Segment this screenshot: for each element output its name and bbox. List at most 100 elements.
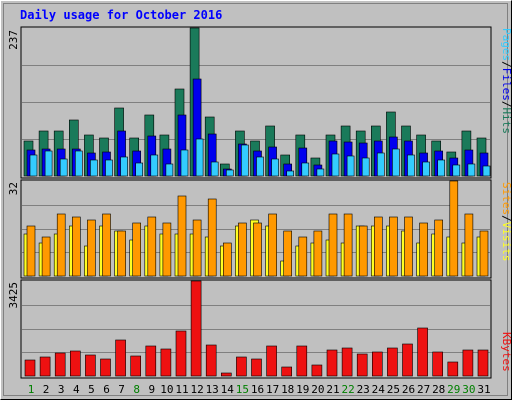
- bar-sites-day-13: [207, 198, 217, 277]
- bar-pages-day-30: [467, 163, 476, 177]
- x-label-day-14: 14: [221, 383, 235, 396]
- bar-kbytes-day-17: [266, 345, 277, 377]
- x-label-day-24: 24: [372, 383, 386, 396]
- bar-sites-day-18: [283, 230, 293, 277]
- legend-pages: Pages: [500, 28, 512, 61]
- bar-kbytes-day-10: [160, 348, 172, 377]
- x-label-day-17: 17: [266, 383, 279, 396]
- x-label-day-12: 12: [190, 383, 203, 396]
- x-label-day-30: 30: [462, 383, 475, 396]
- bar-pages-day-12: [195, 138, 204, 177]
- bar-kbytes-day-8: [130, 355, 141, 377]
- legend-sep-1: /: [500, 61, 512, 68]
- x-label-day-8: 8: [133, 383, 140, 396]
- bar-kbytes-day-30: [462, 349, 474, 377]
- bar-pages-day-4: [75, 150, 83, 177]
- x-label-day-11: 11: [175, 383, 188, 396]
- bar-kbytes-day-1: [24, 359, 36, 377]
- bar-sites-day-10: [162, 222, 172, 277]
- bar-pages-day-29: [452, 164, 461, 177]
- bar-sites-day-1: [26, 225, 36, 277]
- x-label-day-10: 10: [160, 383, 173, 396]
- bar-sites-day-16: [253, 222, 262, 277]
- bar-sites-day-2: [41, 236, 51, 277]
- x-label-day-28: 28: [432, 383, 445, 396]
- bar-kbytes-day-20: [311, 364, 323, 377]
- frame-border: [3, 3, 508, 396]
- legend-sep-2: /: [500, 101, 512, 108]
- sites-legend: Sites/Visits: [500, 182, 512, 262]
- bar-sites-day-26: [404, 216, 413, 277]
- hits-legend: Pages/Files/Hits: [500, 28, 512, 134]
- x-label-day-31: 31: [477, 383, 490, 396]
- bar-pages-day-21: [331, 153, 340, 177]
- legend-sep-3: /: [500, 215, 512, 222]
- bar-pages-day-26: [407, 154, 415, 177]
- bar-kbytes-day-13: [205, 344, 217, 377]
- bar-pages-day-25: [392, 148, 400, 177]
- bar-sites-day-22: [343, 213, 353, 277]
- bar-pages-day-28: [437, 159, 446, 177]
- bar-kbytes-day-15: [236, 356, 247, 377]
- bar-pages-day-16: [256, 156, 264, 177]
- x-label-day-7: 7: [118, 383, 125, 396]
- bar-kbytes-day-9: [145, 345, 157, 377]
- chart-title: Daily usage for October 2016: [20, 8, 222, 22]
- bar-kbytes-day-28: [432, 351, 444, 377]
- bar-pages-day-8: [135, 162, 143, 177]
- bar-sites-day-31: [479, 230, 489, 277]
- x-label-day-9: 9: [148, 383, 155, 396]
- bars: [23, 27, 491, 377]
- bar-kbytes-day-7: [115, 339, 126, 377]
- x-label-day-26: 26: [402, 383, 415, 396]
- sites-max-label: 32: [7, 182, 20, 195]
- bar-kbytes-day-24: [371, 351, 383, 377]
- bar-kbytes-day-11: [175, 330, 187, 377]
- x-label-day-4: 4: [73, 383, 80, 396]
- bar-sites-day-28: [434, 219, 444, 277]
- bar-pages-day-2: [44, 150, 53, 177]
- bar-pages-day-1: [29, 154, 38, 177]
- x-label-day-3: 3: [58, 383, 65, 396]
- x-label-day-16: 16: [251, 383, 264, 396]
- bar-kbytes-day-3: [54, 352, 66, 377]
- bar-sites-day-15: [238, 222, 247, 277]
- bar-sites-day-19: [298, 236, 308, 277]
- bar-kbytes-day-22: [341, 347, 353, 377]
- bar-sites-day-8: [132, 222, 141, 277]
- bar-sites-day-21: [328, 213, 338, 277]
- bar-pages-day-14: [226, 169, 234, 177]
- bar-kbytes-day-18: [281, 366, 293, 377]
- x-label-day-23: 23: [357, 383, 370, 396]
- bar-pages-day-18: [286, 170, 295, 177]
- bar-kbytes-day-29: [447, 361, 459, 377]
- bar-pages-day-9: [150, 154, 159, 177]
- bar-sites-day-30: [464, 213, 474, 277]
- bar-sites-day-11: [177, 195, 187, 277]
- bar-sites-day-17: [268, 213, 277, 277]
- bar-kbytes-day-19: [296, 345, 308, 377]
- bar-kbytes-day-14: [221, 372, 232, 377]
- legend-kbytes: KBytes: [500, 332, 512, 372]
- x-label-day-29: 29: [447, 383, 460, 396]
- x-label-day-18: 18: [281, 383, 294, 396]
- bar-kbytes-day-31: [477, 349, 489, 377]
- x-label-day-15: 15: [236, 383, 249, 396]
- legend-files: Files: [500, 68, 512, 101]
- x-label-day-20: 20: [311, 383, 324, 396]
- bar-kbytes-day-6: [100, 358, 111, 377]
- x-label-day-21: 21: [326, 383, 339, 396]
- bar-sites-day-14: [223, 242, 232, 277]
- bar-kbytes-day-2: [39, 356, 51, 377]
- bar-pages-day-5: [90, 159, 98, 177]
- bar-kbytes-day-5: [85, 354, 96, 377]
- bar-pages-day-24: [376, 152, 385, 177]
- bar-pages-day-20: [316, 168, 325, 177]
- bar-kbytes-day-12: [190, 280, 202, 377]
- bar-sites-day-7: [117, 230, 126, 277]
- kbytes-max-label: 3425: [7, 282, 20, 309]
- bar-pages-day-6: [105, 159, 113, 177]
- bar-kbytes-day-23: [356, 353, 368, 377]
- legend-sites: Sites: [500, 182, 512, 215]
